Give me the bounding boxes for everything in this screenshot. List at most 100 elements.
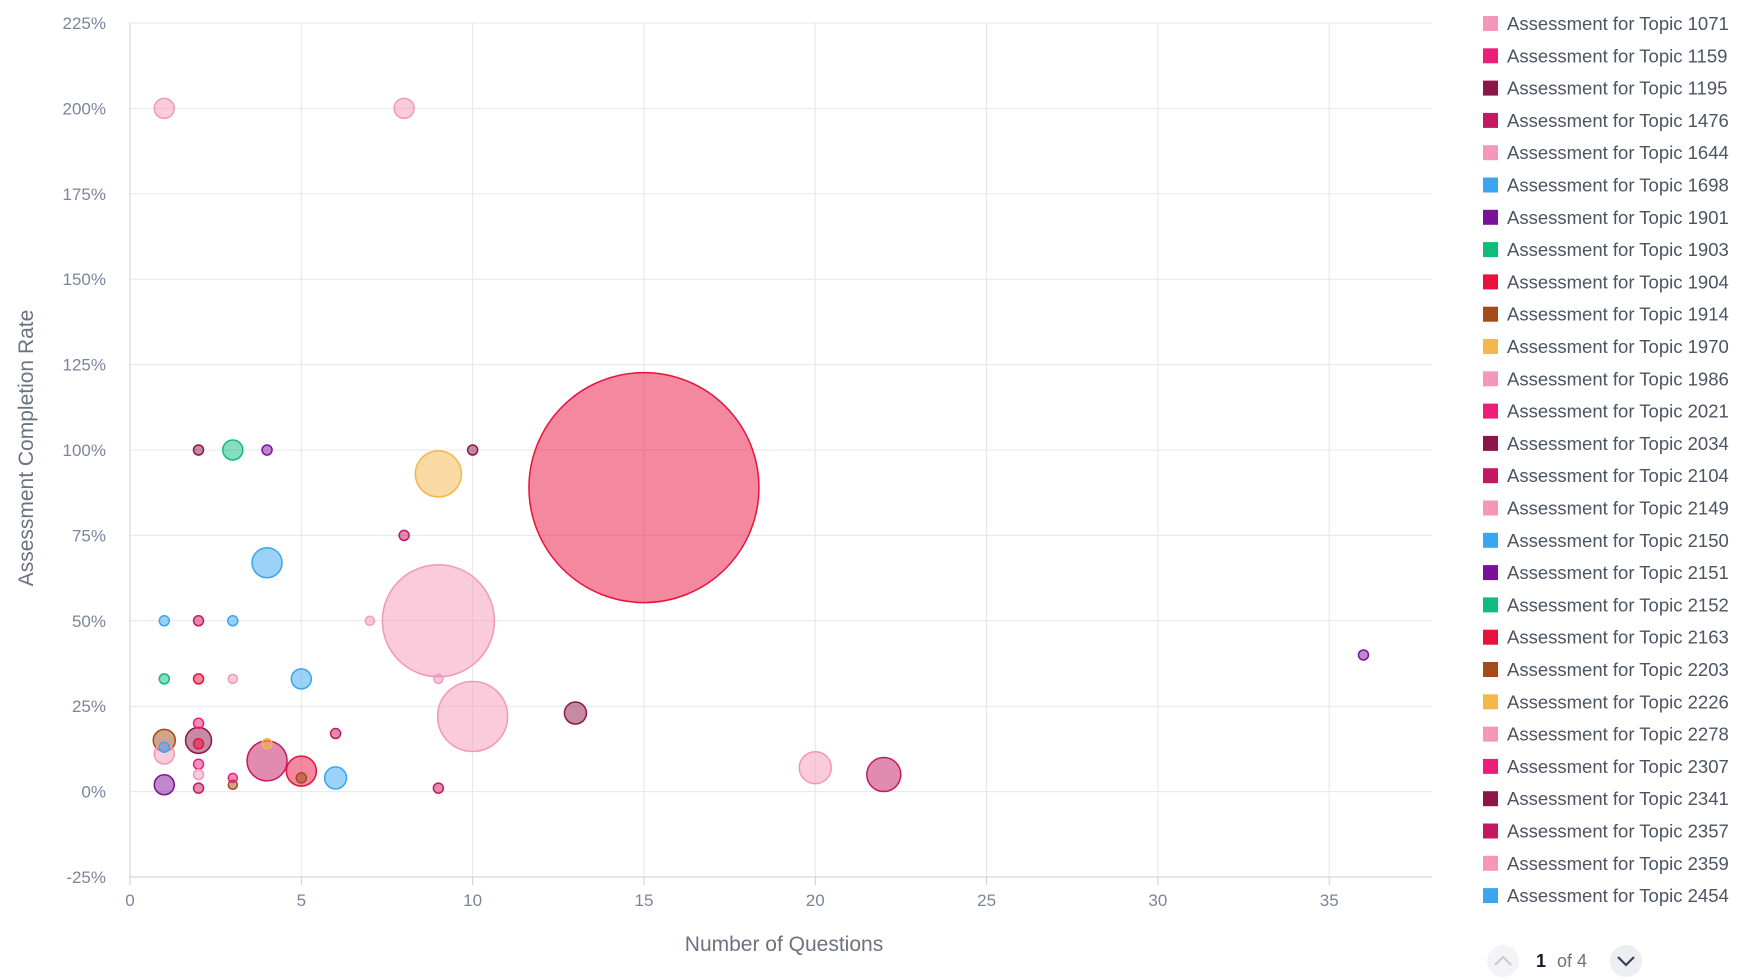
legend-item[interactable]: Assessment for Topic 2034 (1483, 433, 1729, 454)
legend-label: Assessment for Topic 2163 (1507, 627, 1729, 648)
legend-label: Assessment for Topic 2152 (1507, 594, 1729, 615)
legend-swatch (1483, 694, 1498, 710)
bubble-point[interactable] (192, 738, 205, 750)
legend-swatch (1483, 209, 1498, 225)
legend-label: Assessment for Topic 2150 (1507, 530, 1729, 551)
bubble-point[interactable] (798, 750, 833, 785)
legend-page-down-button[interactable] (1610, 945, 1642, 977)
bubble-point[interactable] (563, 701, 588, 725)
bubble-point[interactable] (323, 766, 348, 790)
legend-swatch (1483, 565, 1498, 581)
legend-swatch (1483, 145, 1498, 161)
x-tick-label: 20 (806, 891, 825, 910)
legend-item[interactable]: Assessment for Topic 2150 (1483, 530, 1729, 551)
y-axis-title: Assessment Completion Rate (15, 310, 38, 587)
legend-item[interactable]: Assessment for Topic 1644 (1483, 142, 1729, 163)
legend-label: Assessment for Topic 1071 (1507, 13, 1729, 34)
y-tick-label: 175% (63, 185, 106, 204)
legend-item[interactable]: Assessment for Topic 2151 (1483, 562, 1729, 583)
bubble-point[interactable] (432, 782, 445, 794)
bubble-point[interactable] (290, 668, 313, 690)
legend-swatch (1483, 403, 1498, 419)
bubble-point[interactable] (192, 768, 205, 781)
bubble-point[interactable] (158, 615, 171, 627)
legend-item[interactable]: Assessment for Topic 2278 (1483, 724, 1729, 745)
legend-item[interactable]: Assessment for Topic 1476 (1483, 110, 1729, 131)
bubble-point[interactable] (433, 673, 444, 685)
bubble-point[interactable] (227, 615, 239, 627)
legend-item[interactable]: Assessment for Topic 2021 (1483, 401, 1729, 422)
bubble-point[interactable] (192, 444, 205, 456)
bubble-point[interactable] (295, 772, 308, 784)
bubble-point[interactable] (285, 755, 318, 787)
bubble-point[interactable] (381, 564, 496, 678)
x-tick-label: 15 (634, 891, 653, 910)
bubble-point[interactable] (158, 741, 171, 753)
legend-item[interactable]: Assessment for Topic 2307 (1483, 756, 1729, 777)
legend-item[interactable]: Assessment for Topic 1903 (1483, 239, 1729, 260)
legend-swatch (1483, 532, 1498, 548)
legend-label: Assessment for Topic 2021 (1507, 401, 1729, 422)
legend-swatch (1483, 274, 1498, 290)
legend-swatch (1483, 597, 1498, 613)
legend-item[interactable]: Assessment for Topic 2203 (1483, 659, 1729, 680)
legend-page-current: 1 (1536, 951, 1546, 971)
legend-item[interactable]: Assessment for Topic 1071 (1483, 13, 1729, 34)
legend-item[interactable]: Assessment for Topic 1698 (1483, 175, 1729, 196)
bubble-point[interactable] (414, 450, 463, 498)
legend-swatch (1483, 629, 1498, 645)
legend-item[interactable]: Assessment for Topic 1195 (1483, 78, 1727, 99)
legend-swatch (1483, 177, 1498, 193)
bubble-point[interactable] (227, 772, 239, 784)
legend-item[interactable]: Assessment for Topic 2152 (1483, 594, 1729, 615)
legend-item[interactable]: Assessment for Topic 2163 (1483, 627, 1729, 648)
bubble-point[interactable] (251, 546, 283, 579)
bubble-point[interactable] (393, 97, 415, 120)
legend-page-up-button[interactable] (1487, 945, 1519, 977)
bubble-point[interactable] (261, 738, 273, 750)
bubble-point[interactable] (192, 673, 205, 685)
legend-label: Assessment for Topic 1904 (1507, 271, 1729, 292)
legend-label: Assessment for Topic 1986 (1507, 368, 1729, 389)
legend-item[interactable]: Assessment for Topic 1159 (1483, 45, 1727, 66)
legend-item[interactable]: Assessment for Topic 2104 (1483, 465, 1729, 486)
legend-item[interactable]: Assessment for Topic 2357 (1483, 821, 1729, 842)
legend-label: Assessment for Topic 1903 (1507, 239, 1729, 260)
bubble-point[interactable] (158, 673, 171, 685)
bubble-point[interactable] (192, 717, 205, 730)
legend-item[interactable]: Assessment for Topic 2454 (1483, 885, 1729, 906)
legend-item[interactable]: Assessment for Topic 2341 (1483, 788, 1729, 809)
legend-item[interactable]: Assessment for Topic 2226 (1483, 691, 1729, 712)
y-tick-label: 100% (63, 441, 106, 460)
bubble-point[interactable] (192, 615, 205, 627)
bubble-point[interactable] (192, 782, 205, 794)
bubble-point[interactable] (153, 97, 176, 120)
bubble-point[interactable] (222, 439, 244, 461)
bubble-point[interactable] (528, 371, 760, 604)
legend-swatch (1483, 823, 1498, 839)
bubble-point[interactable] (192, 758, 205, 771)
bubble-point[interactable] (329, 727, 342, 740)
bubble-point[interactable] (398, 529, 410, 542)
bubble-point[interactable] (364, 615, 376, 627)
legend-label: Assessment for Topic 1644 (1507, 142, 1729, 163)
bubble-point[interactable] (866, 756, 902, 793)
bubble-point[interactable] (227, 673, 239, 685)
legend-item[interactable]: Assessment for Topic 1914 (1483, 304, 1729, 325)
legend-label: Assessment for Topic 2104 (1507, 465, 1729, 486)
legend-swatch (1483, 112, 1498, 128)
legend-item[interactable]: Assessment for Topic 1901 (1483, 207, 1729, 228)
bubble-point[interactable] (436, 680, 509, 753)
bubble-point[interactable] (466, 444, 479, 456)
chevron-down-icon (1617, 956, 1635, 967)
legend-swatch (1483, 339, 1498, 354)
legend-item[interactable]: Assessment for Topic 1904 (1483, 271, 1729, 292)
legend-item[interactable]: Assessment for Topic 2149 (1483, 498, 1729, 519)
legend-item[interactable]: Assessment for Topic 1986 (1483, 368, 1729, 389)
bubble-point[interactable] (153, 774, 176, 796)
bubble-point[interactable] (261, 444, 273, 456)
bubble-point[interactable] (1357, 649, 1370, 661)
legend-item[interactable]: Assessment for Topic 2359 (1483, 853, 1729, 874)
legend-item[interactable]: Assessment for Topic 1970 (1483, 336, 1729, 357)
